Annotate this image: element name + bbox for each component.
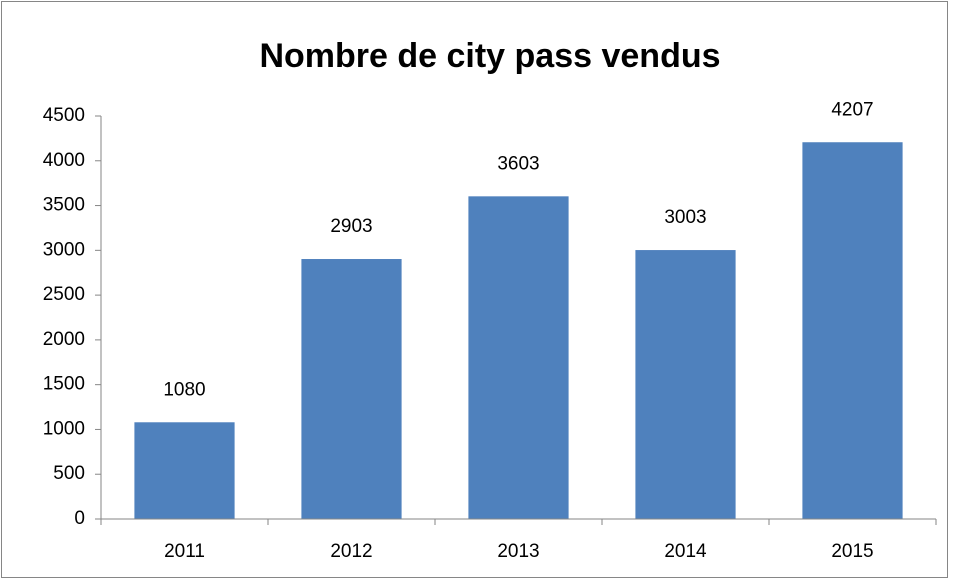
y-tick-label: 500	[53, 463, 85, 484]
bar	[468, 196, 569, 519]
data-label: 3003	[664, 207, 706, 228]
y-tick-label: 1500	[43, 374, 85, 395]
data-label: 4207	[831, 99, 873, 120]
bar	[134, 422, 235, 519]
data-label: 3603	[497, 153, 539, 174]
y-tick-label: 4500	[43, 105, 85, 126]
x-tick-label: 2012	[330, 541, 372, 562]
data-label: 1080	[163, 379, 205, 400]
y-tick-label: 0	[74, 508, 85, 529]
bar	[802, 142, 903, 519]
chart-title: Nombre de city pass vendus	[259, 37, 720, 75]
data-label: 2903	[330, 216, 372, 237]
y-tick-label: 4000	[43, 150, 85, 171]
x-tick-label: 2014	[664, 541, 707, 562]
y-tick-label: 3500	[43, 195, 85, 216]
x-tick-label: 2015	[831, 541, 873, 562]
x-tick-label: 2011	[164, 541, 205, 562]
y-tick-label: 2500	[43, 284, 85, 305]
bar	[301, 259, 402, 519]
y-tick-label: 3000	[43, 239, 85, 260]
bar	[635, 250, 736, 519]
y-tick-label: 1000	[43, 418, 85, 439]
y-tick-label: 2000	[43, 329, 85, 350]
x-tick-label: 2013	[497, 541, 539, 562]
